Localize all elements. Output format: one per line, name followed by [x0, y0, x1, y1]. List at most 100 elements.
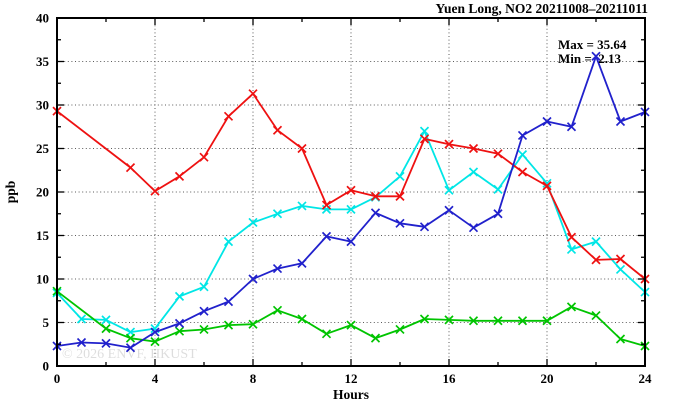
y-tick-label: 25: [36, 141, 50, 156]
x-tick-label: 16: [443, 371, 457, 386]
series-green-marker: [346, 320, 356, 330]
series-red-marker: [346, 185, 356, 195]
series-green-marker: [566, 302, 577, 312]
y-tick-label: 20: [36, 185, 49, 200]
series-cyan: [52, 126, 650, 337]
series-green-marker: [321, 329, 332, 339]
x-tick-label: 20: [541, 371, 554, 386]
x-tick-label: 24: [639, 371, 653, 386]
series-blue-marker: [517, 130, 528, 141]
series-cyan-marker: [517, 149, 528, 160]
series-green-marker: [542, 316, 552, 326]
series-cyan-marker: [566, 244, 577, 255]
series-blue-marker: [272, 263, 283, 274]
series-green-marker: [615, 334, 626, 344]
series-red-marker: [150, 186, 160, 196]
y-tick-label: 40: [36, 11, 49, 26]
series-blue-marker: [493, 209, 503, 219]
x-tick-label: 4: [152, 371, 159, 386]
series-cyan-marker: [174, 291, 185, 302]
series-red-marker: [370, 191, 381, 201]
series-green-marker: [297, 314, 307, 324]
series-green-line: [56, 290, 646, 347]
series-green-marker: [591, 310, 601, 321]
y-tick-label: 5: [43, 315, 50, 330]
series-red-marker: [297, 143, 307, 154]
series-cyan-marker: [346, 204, 356, 215]
series-red-marker: [321, 200, 332, 210]
x-axis-title: Hours: [333, 387, 369, 402]
series-blue-marker: [150, 327, 160, 337]
series-green-marker: [444, 315, 454, 325]
x-tick-label: 12: [345, 371, 358, 386]
series-red-marker: [566, 232, 577, 242]
series-cyan-marker: [76, 314, 87, 324]
series-green-marker: [468, 316, 479, 326]
series-red-marker: [125, 163, 136, 173]
series-blue-marker: [419, 222, 430, 232]
series-red-marker: [444, 139, 454, 149]
series-green-marker: [125, 333, 136, 343]
y-axis-title: ppb: [3, 181, 18, 204]
series-green: [52, 286, 650, 351]
tick-marks: [56, 17, 646, 367]
series-blue-marker: [566, 122, 577, 132]
series-blue-marker: [321, 231, 332, 241]
series-cyan-marker: [493, 184, 503, 194]
y-tick-label: 15: [36, 228, 50, 243]
series-red-marker: [517, 167, 528, 177]
series-green-marker: [419, 314, 430, 324]
series-red-marker: [174, 171, 185, 181]
series-red-marker: [542, 181, 552, 191]
watermark: © 2026 ENVF, HKUST: [62, 347, 197, 362]
series-red-marker: [419, 134, 430, 144]
series-red-line: [56, 92, 646, 280]
series-green-marker: [395, 324, 405, 335]
series-cyan-marker: [468, 167, 479, 177]
series-blue-marker: [223, 297, 234, 307]
x-tick-label: 0: [54, 371, 61, 386]
series-cyan-marker: [444, 185, 454, 195]
series-green-marker: [150, 337, 160, 347]
series-blue-marker: [125, 343, 136, 353]
y-tick-label: 30: [36, 98, 49, 113]
series-blue-marker: [101, 338, 111, 348]
series-blue-marker: [76, 337, 87, 348]
series-blue-marker: [468, 223, 479, 233]
series-red-marker: [615, 254, 626, 264]
y-tick-label: 10: [36, 272, 49, 287]
series-green-marker: [223, 320, 234, 330]
series-green-marker: [370, 333, 381, 343]
series-red-marker: [199, 152, 209, 162]
series-blue-marker: [395, 218, 405, 228]
series-layer: [52, 51, 650, 353]
series-blue-marker: [297, 258, 307, 268]
series-red-marker: [248, 89, 258, 99]
chart-title: Yuen Long, NO2 20211008–20211011: [435, 1, 648, 16]
series-cyan-marker: [248, 217, 258, 228]
y-tick-label: 0: [43, 359, 50, 374]
series-blue: [52, 51, 650, 353]
series-cyan-marker: [199, 282, 209, 292]
series-green-marker: [517, 316, 528, 326]
min-value-label: Min = 2.13: [558, 51, 622, 66]
series-green-marker: [272, 305, 283, 315]
series-cyan-marker: [591, 236, 601, 247]
series-cyan-line: [56, 130, 646, 333]
series-blue-marker: [444, 205, 454, 215]
series-red: [52, 89, 650, 284]
series-red-marker: [272, 125, 283, 135]
series-green-marker: [493, 316, 503, 326]
series-cyan-marker: [297, 201, 307, 211]
series-red-marker: [493, 149, 503, 159]
series-green-marker: [248, 319, 258, 329]
series-blue-marker: [346, 236, 356, 247]
series-red-marker: [468, 143, 479, 154]
series-blue-marker: [199, 306, 209, 316]
series-cyan-marker: [101, 315, 111, 325]
series-cyan-marker: [395, 171, 405, 181]
grid-layer: [57, 18, 645, 366]
x-tick-label: 8: [250, 371, 257, 386]
series-blue-marker: [591, 51, 601, 61]
